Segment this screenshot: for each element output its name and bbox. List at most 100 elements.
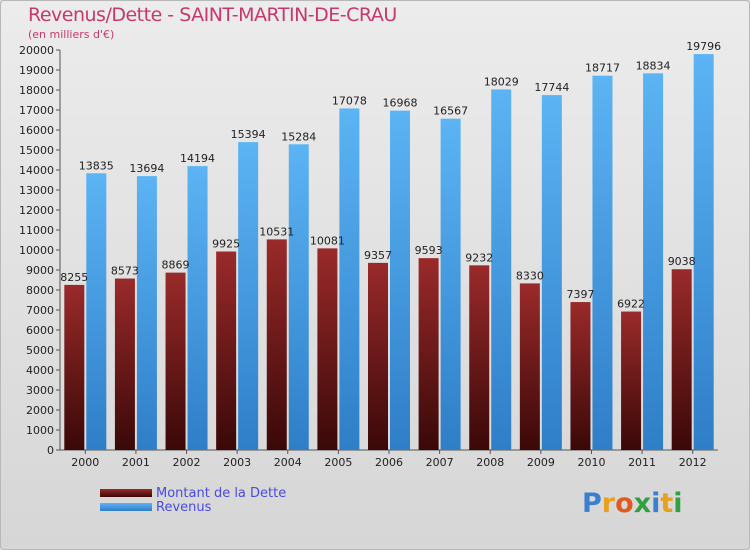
bar-dette — [216, 251, 237, 450]
bar-dette — [621, 311, 642, 450]
logo-letter: i — [651, 488, 661, 519]
bar-revenus — [643, 73, 664, 450]
y-tick-label: 8000 — [26, 284, 54, 297]
data-label-revenus: 16968 — [383, 97, 418, 110]
y-tick-label: 13000 — [19, 184, 54, 197]
y-tick-label: 1000 — [26, 424, 54, 437]
data-label-dette: 8255 — [60, 271, 88, 284]
data-label-revenus: 14194 — [180, 152, 215, 165]
data-label-dette: 7397 — [566, 288, 594, 301]
logo-letter: i — [673, 488, 683, 519]
data-label-dette: 9232 — [465, 251, 493, 264]
data-label-dette: 6922 — [617, 298, 645, 311]
y-tick-label: 10000 — [19, 244, 54, 257]
bar-revenus — [592, 75, 613, 450]
legend-item-dette: Montant de la Dette — [100, 485, 287, 501]
y-tick-label: 9000 — [26, 264, 54, 277]
bar-revenus — [541, 95, 562, 451]
logo-letter: r — [601, 488, 616, 519]
bar-chart: 0 1000 2000 3000 4000 5000 6000 7000 8000 9000 100… — [19, 40, 721, 469]
legend-swatch-revenus — [100, 503, 152, 511]
logo-letter: x — [633, 488, 652, 519]
x-tick-label: 2010 — [577, 456, 605, 469]
y-tick-label: 15000 — [19, 144, 54, 157]
y-tick-label: 12000 — [19, 204, 54, 217]
logo-letter: P — [582, 488, 602, 519]
bar-revenus — [86, 173, 107, 451]
data-label-dette: 10081 — [310, 234, 345, 247]
bar-dette — [64, 284, 85, 450]
data-label-revenus: 18029 — [484, 75, 519, 88]
data-label-dette: 8330 — [516, 269, 544, 282]
y-tick-label: 14000 — [19, 164, 54, 177]
bar-revenus — [339, 108, 360, 450]
x-tick-label: 2003 — [223, 456, 251, 469]
bar-revenus — [693, 54, 714, 451]
y-tick-label: 7000 — [26, 304, 54, 317]
x-tick-label: 2004 — [274, 456, 302, 469]
bar-dette — [418, 258, 439, 450]
data-label-revenus: 17078 — [332, 94, 367, 107]
bar-dette — [368, 262, 388, 450]
chart-subtitle: (en milliers d'€) — [28, 28, 115, 41]
bar-revenus — [136, 176, 157, 450]
y-tick-label: 0 — [47, 444, 54, 457]
x-tick-label: 2002 — [173, 456, 201, 469]
chart-title: Revenus/Dette - SAINT-MARTIN-DE-CRAU — [28, 4, 397, 26]
bar-revenus — [440, 118, 461, 450]
x-tick-label: 2009 — [527, 456, 555, 469]
y-tick-label: 2000 — [26, 404, 54, 417]
data-label-revenus: 19796 — [686, 40, 721, 53]
y-tick-label: 4000 — [26, 364, 54, 377]
x-tick-label: 2006 — [375, 456, 403, 469]
proxiti-logo: Proxiti — [582, 488, 683, 519]
y-tick-label: 3000 — [26, 384, 54, 397]
y-tick-label: 6000 — [26, 324, 54, 337]
data-label-revenus: 18834 — [636, 59, 671, 72]
bar-revenus — [187, 166, 208, 450]
data-label-dette: 8869 — [162, 259, 190, 272]
x-tick-label: 2001 — [122, 456, 150, 469]
bar-revenus — [390, 110, 410, 450]
data-label-revenus: 13835 — [79, 159, 114, 172]
x-tick-label: 2000 — [71, 456, 99, 469]
y-tick-label: 11000 — [19, 224, 54, 237]
legend-swatch-dette — [100, 489, 152, 497]
legend-item-revenus: Revenus — [100, 500, 286, 515]
bar-dette — [165, 272, 186, 450]
y-tick-label: 17000 — [19, 104, 54, 117]
x-tick-label: 2005 — [324, 456, 352, 469]
data-label-dette: 9357 — [364, 249, 392, 262]
data-label-revenus: 15284 — [281, 130, 316, 143]
bar-revenus — [288, 144, 309, 450]
bar-dette — [570, 302, 591, 450]
data-label-revenus: 17744 — [534, 81, 569, 94]
y-tick-label: 16000 — [19, 124, 54, 137]
data-label-dette: 9593 — [415, 244, 443, 257]
logo-letter: t — [660, 488, 674, 519]
bar-dette — [317, 248, 338, 450]
x-tick-label: 2012 — [679, 456, 707, 469]
data-label-revenus: 18717 — [585, 62, 620, 75]
bar-revenus — [238, 142, 259, 450]
bar-dette — [114, 278, 135, 450]
bar-dette — [671, 269, 692, 450]
data-label-dette: 9925 — [212, 238, 240, 251]
legend-label-dette: Montant de la Dette — [156, 485, 287, 501]
x-tick-label: 2007 — [426, 456, 454, 469]
logo-letter: o — [615, 488, 634, 519]
bar-dette — [469, 265, 490, 450]
bar-revenus — [491, 89, 512, 451]
y-tick-label: 18000 — [19, 84, 54, 97]
bar-dette — [519, 283, 540, 450]
y-tick-label: 19000 — [19, 64, 54, 77]
data-label-revenus: 15394 — [231, 128, 266, 141]
data-label-dette: 8573 — [111, 265, 139, 278]
data-label-revenus: 16567 — [433, 105, 468, 118]
data-label-dette: 9038 — [668, 255, 696, 268]
x-tick-label: 2011 — [628, 456, 656, 469]
y-tick-label: 20000 — [19, 44, 54, 57]
data-label-revenus: 13694 — [129, 162, 164, 175]
legend: Montant de la Dette Revenus — [100, 485, 287, 515]
bar-dette — [266, 239, 287, 450]
